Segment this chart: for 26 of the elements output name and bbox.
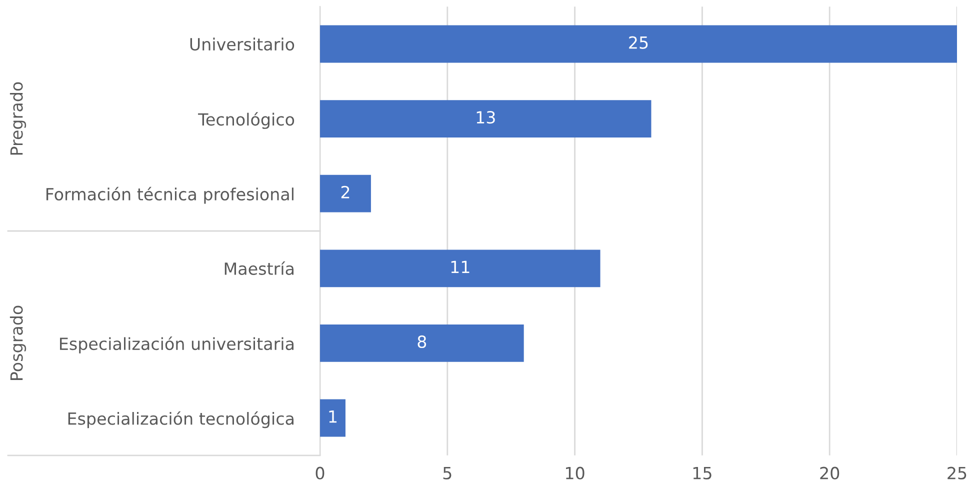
y-tick-label: Maestría	[224, 261, 294, 275]
x-tick-label: 20	[820, 466, 840, 480]
bar	[320, 100, 652, 138]
data-label: 8	[418, 335, 426, 348]
bar	[320, 250, 600, 288]
data-label: 11	[451, 260, 470, 273]
x-tick-label: 25	[948, 466, 966, 480]
bar	[320, 25, 957, 63]
text: Pregrado	[10, 82, 26, 155]
y-tick-label: Formación técnica profesional	[46, 186, 294, 204]
y-tick-label: Especialización tecnológica	[68, 411, 294, 428]
data-label: 25	[629, 36, 648, 49]
x-tick-label: 0	[316, 466, 324, 480]
bar	[320, 324, 524, 362]
y-tick-label: Tecnológico	[198, 112, 294, 129]
text: Posgrado	[10, 306, 26, 380]
x-tick-label: 5	[443, 467, 452, 480]
y-tick-label: Universitario	[190, 38, 294, 51]
data-label: 2	[341, 186, 350, 198]
bar	[320, 174, 371, 212]
data-label: 13	[476, 111, 495, 124]
x-tick-label: 10	[566, 466, 584, 480]
data-label: 1	[329, 410, 337, 423]
y-tick-label: Especialización universitaria	[60, 336, 294, 354]
x-tick-label: 15	[693, 467, 712, 480]
bar	[320, 399, 346, 437]
